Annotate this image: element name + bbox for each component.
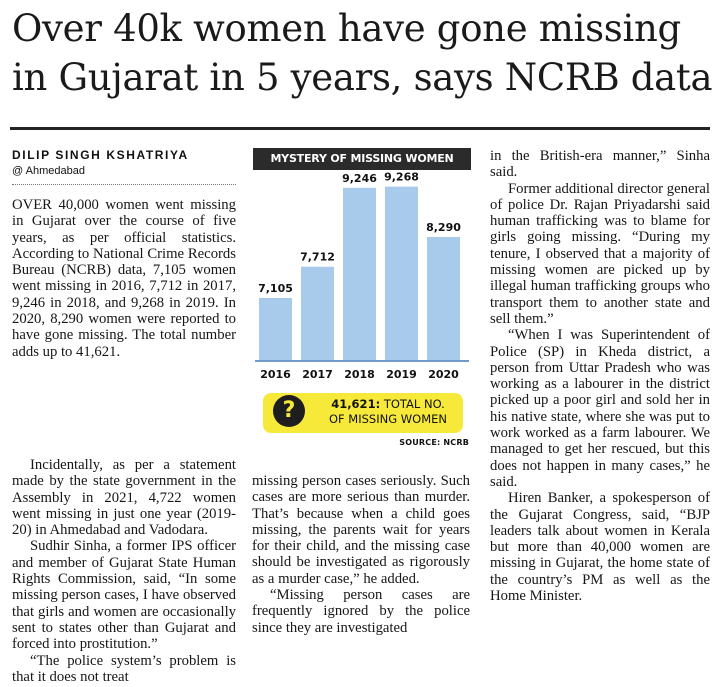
value-label-2020: 8,290 <box>426 221 461 234</box>
headline: Over 40k women have gone missing in Guja… <box>12 4 713 102</box>
x-tick-2018: 2018 <box>344 368 375 381</box>
paragraph: missing person cases seriously. Such cas… <box>252 473 470 587</box>
chart-title: MYSTERY OF MISSING WOMEN <box>253 148 471 170</box>
paragraph: OVER 40,000 women went missing in Gujara… <box>12 197 236 360</box>
byline-separator <box>12 184 236 185</box>
paragraph: Sudhir Sinha, a former IPS officer and m… <box>12 538 236 653</box>
headline-line-2: in Gujarat in 5 years, says NCRB data <box>12 56 713 99</box>
paragraph: Incidentally, as per a statement made by… <box>12 457 236 539</box>
dateline: @ Ahmedabad <box>12 165 85 177</box>
value-label-2017: 7,712 <box>300 251 335 264</box>
chart-source: SOURCE: NCRB <box>399 438 469 447</box>
bar-2019 <box>385 186 418 360</box>
bar-2020 <box>427 236 460 360</box>
headline-line-1: Over 40k women have gone missing <box>12 7 681 50</box>
bar-2016 <box>259 297 292 360</box>
paragraph: “The police system’s problem is that it … <box>12 652 236 685</box>
headline-rule <box>10 127 710 130</box>
article-column-3: in the British-era manner,” Sinha said. … <box>490 148 710 604</box>
total-callout: ? 41,621: TOTAL NO. OF MISSING WOMEN <box>263 393 463 433</box>
value-label-2018: 9,246 <box>342 172 377 185</box>
paragraph: “Missing person cases are frequently ign… <box>252 587 470 636</box>
x-tick-2017: 2017 <box>302 368 333 381</box>
article-column-1: OVER 40,000 women went missing in Gujara… <box>12 197 236 360</box>
bar-chart-svg: 7,105 2016 7,712 2017 9,246 2018 9,268 2019 8,29… <box>255 171 469 381</box>
callout-total: 41,621: <box>331 397 381 411</box>
missing-women-chart: MYSTERY OF MISSING WOMEN 7,105 2016 7,712 2… <box>253 148 471 453</box>
callout-line-1: TOTAL NO. <box>380 397 445 411</box>
x-tick-2019: 2019 <box>386 368 417 381</box>
x-tick-2020: 2020 <box>428 368 459 381</box>
paragraph: “When I was Superintendent of Police (SP… <box>490 327 710 490</box>
bar-2017 <box>301 266 334 360</box>
value-label-2016: 7,105 <box>258 282 293 295</box>
paragraph: Former additional director general of po… <box>490 180 710 327</box>
paragraph: Hiren Banker, a spokesperson of the Guja… <box>490 490 710 605</box>
bar-2018 <box>343 187 376 360</box>
value-label-2019: 9,268 <box>384 171 419 184</box>
article-column-2: missing person cases seriously. Such cas… <box>252 473 470 636</box>
x-tick-2016: 2016 <box>260 368 291 381</box>
article-column-1-lower: Incidentally, as per a statement made by… <box>12 457 236 685</box>
author-byline: DILIP SINGH KSHATRIYA <box>12 148 189 162</box>
callout-line-2: OF MISSING WOMEN <box>328 412 447 426</box>
callout-text: 41,621: TOTAL NO. OF MISSING WOMEN <box>315 397 461 427</box>
question-mark-icon: ? <box>273 395 305 427</box>
paragraph: in the British-era manner,” Sinha said. <box>490 148 710 181</box>
